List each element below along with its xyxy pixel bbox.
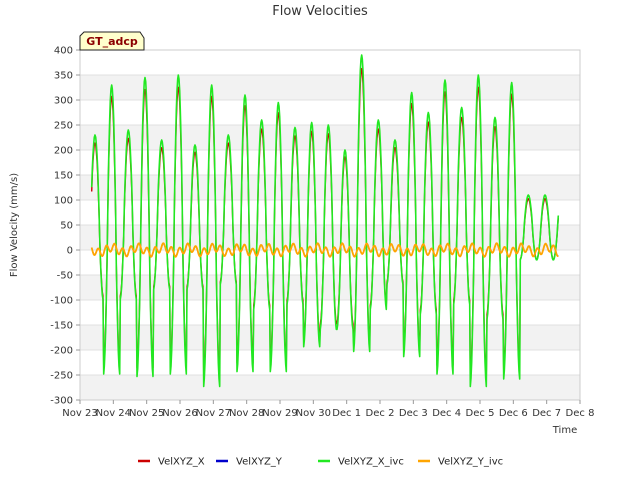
y-tick-label: 150: [54, 171, 73, 182]
plot-band: [80, 100, 580, 125]
x-tick-label: Nov 27: [196, 408, 231, 419]
y-tick-label: -250: [50, 371, 73, 382]
annotation-box: [79, 31, 145, 51]
plot-background-bands: [80, 50, 580, 401]
y-tick-label: -200: [50, 346, 73, 357]
y-tick-label: -50: [57, 271, 73, 282]
y-tick-label: 300: [54, 96, 73, 107]
y-axis-ticks: -300 -250 -200 -150 -100 -50 0 50 100 150 200 250 30…: [50, 46, 80, 407]
x-tick-label: Nov 28: [229, 408, 264, 419]
x-tick-label: Dec 3: [399, 408, 428, 419]
plot-band: [80, 225, 580, 250]
y-tick-label: 100: [54, 196, 73, 207]
x-tick-label: Dec 5: [466, 408, 495, 419]
x-tick-label: Nov 30: [296, 408, 331, 419]
series-line-velxyz-y-ivc: [90, 242, 559, 258]
plot-band: [80, 75, 580, 100]
x-tick-label: Nov 23: [62, 408, 97, 419]
x-tick-label: Dec 4: [432, 408, 461, 419]
x-tick-label: Dec 6: [499, 408, 528, 419]
y-tick-label: -150: [50, 321, 73, 332]
x-tick-label: Dec 8: [566, 408, 595, 419]
x-tick-label: Nov 26: [162, 408, 197, 419]
legend-label: VelXYZ_X_ivc: [338, 457, 404, 468]
legend-label: VelXYZ_Y: [236, 457, 283, 468]
y-tick-label: 250: [54, 121, 73, 132]
data-series: [90, 54, 560, 388]
annotation-label: GT_adcp: [86, 35, 138, 48]
x-tick-label: Dec 7: [532, 408, 561, 419]
plot-band: [80, 300, 580, 325]
y-tick-label: 50: [60, 221, 73, 232]
legend: VelXYZ_X VelXYZ_Y VelXYZ_X_ivc VelXYZ_Y_ivc: [138, 457, 503, 468]
y-tick-label: 350: [54, 71, 73, 82]
plot-band: [80, 175, 580, 200]
x-tick-label: Dec 1: [332, 408, 361, 419]
y-tick-label: 0: [67, 246, 73, 257]
x-tick-label: Nov 25: [129, 408, 164, 419]
x-tick-label: Nov 24: [96, 408, 131, 419]
y-tick-label: 200: [54, 146, 73, 157]
plot-band: [80, 50, 580, 75]
y-axis-title: Flow Velocity (mm/s): [9, 173, 20, 277]
x-tick-label: Dec 2: [366, 408, 395, 419]
plot-band: [80, 200, 580, 225]
y-tick-label: 400: [54, 46, 73, 57]
x-tick-label: Nov 29: [262, 408, 297, 419]
plot-band: [80, 375, 580, 400]
legend-label: VelXYZ_Y_ivc: [438, 457, 503, 468]
series-line-velxyz-x-ivc: [90, 54, 560, 388]
plot-band: [80, 350, 580, 375]
x-axis-title: Time: [552, 425, 577, 436]
gt-adcp-annotation: GT_adcp: [79, 31, 145, 51]
y-tick-label: -100: [50, 296, 73, 307]
y-tick-label: -300: [50, 396, 73, 407]
chart-title: Flow Velocities: [272, 4, 368, 19]
legend-label: VelXYZ_X: [158, 457, 205, 468]
plot-band: [80, 325, 580, 350]
plot-band: [80, 250, 580, 275]
plot-band: [80, 275, 580, 300]
